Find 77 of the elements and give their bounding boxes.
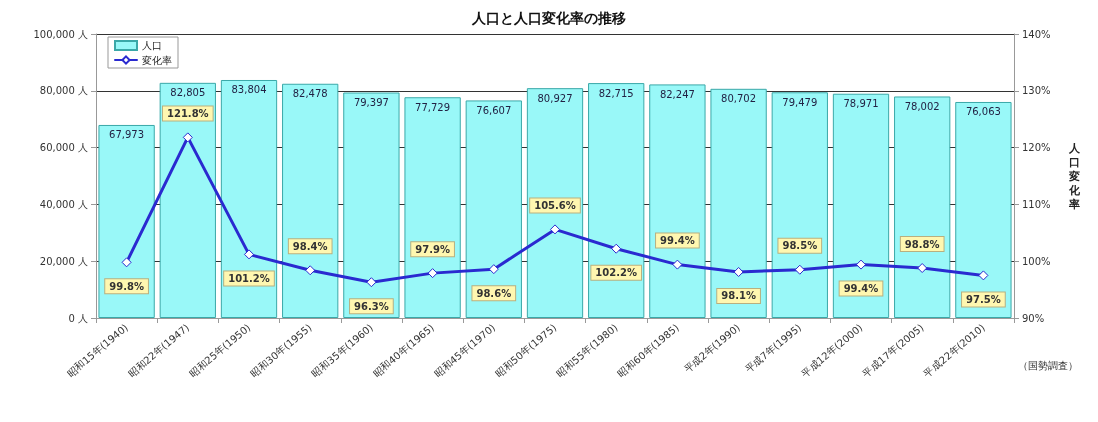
point xyxy=(978,270,989,281)
point xyxy=(550,224,560,235)
point xyxy=(244,249,254,260)
bar xyxy=(894,96,951,318)
data-label: 82,478 xyxy=(292,88,328,100)
data-label: 67,973 xyxy=(109,129,145,141)
bar xyxy=(404,97,461,318)
point xyxy=(488,264,499,275)
bar xyxy=(465,100,522,318)
y-tick-label: 80,000 人 xyxy=(39,85,88,97)
data-label: 78,002 xyxy=(904,100,940,112)
data-label: 99.8% xyxy=(109,280,144,292)
y2-tick-label: 100% xyxy=(1022,255,1051,267)
data-label: 78,971 xyxy=(843,98,879,110)
y2-tick-label: 140% xyxy=(1022,28,1051,40)
legend-label: 変化率 xyxy=(142,54,172,66)
data-label: 101.2% xyxy=(228,272,270,284)
point xyxy=(121,257,132,268)
data-label: 98.8% xyxy=(904,238,940,250)
y2-tick-label: 110% xyxy=(1022,198,1051,210)
y2-tick-label: 90% xyxy=(1022,312,1045,324)
data-label: 82,715 xyxy=(598,87,634,99)
data-label: 76,063 xyxy=(965,106,1001,118)
data-label: 98.5% xyxy=(782,240,818,252)
y-tick-label: 0 人 xyxy=(68,312,88,324)
data-label: 79,397 xyxy=(353,97,389,109)
data-label: 98.1% xyxy=(721,290,756,302)
data-label: 80,927 xyxy=(537,92,573,104)
point xyxy=(733,266,744,277)
point xyxy=(672,259,683,270)
point xyxy=(794,264,805,275)
point xyxy=(611,243,622,254)
data-label: 105.6% xyxy=(534,199,576,211)
data-label: 97.9% xyxy=(415,243,450,255)
point xyxy=(366,277,377,288)
y-tick-label: 40,000 人 xyxy=(39,198,88,210)
data-label: 80,702 xyxy=(721,93,757,105)
data-label: 77,729 xyxy=(415,101,451,113)
legend-label: 人口 xyxy=(142,40,162,51)
bar xyxy=(832,93,890,318)
y-tick-label: 20,000 人 xyxy=(39,255,88,267)
data-label: 82,247 xyxy=(659,88,695,100)
bar xyxy=(649,84,706,318)
data-label: 76,607 xyxy=(476,104,512,116)
data-label: 99.4% xyxy=(843,283,879,295)
data-label: 79,479 xyxy=(782,96,818,108)
bar xyxy=(282,83,339,318)
bar xyxy=(343,92,400,318)
y-tick-label: 100,000 人 xyxy=(33,28,88,40)
bar xyxy=(98,124,155,318)
point xyxy=(917,263,928,274)
bar xyxy=(955,101,1012,318)
point xyxy=(427,268,438,279)
data-label: 98.6% xyxy=(476,287,512,299)
bar xyxy=(526,88,584,318)
data-label: 96.3% xyxy=(354,300,389,312)
chart-title: 人口と人口変化率の推移 xyxy=(471,10,626,26)
data-label: 97.5% xyxy=(966,293,1001,305)
bar xyxy=(588,83,645,318)
bar xyxy=(159,82,216,318)
data-label: 99.4% xyxy=(660,235,695,247)
bar xyxy=(771,92,828,318)
data-label: 82,805 xyxy=(170,87,206,99)
point xyxy=(182,132,193,143)
y2-axis-title: 人口変化率 xyxy=(1068,141,1081,211)
point xyxy=(856,259,866,270)
y-tick-label: 60,000 人 xyxy=(39,142,88,154)
y2-tick-label: 120% xyxy=(1022,142,1051,154)
point xyxy=(305,265,316,276)
data-label: 98.4% xyxy=(292,240,328,252)
data-label: 121.8% xyxy=(166,107,209,119)
bar xyxy=(220,80,278,318)
bar xyxy=(710,88,767,318)
data-label: 102.2% xyxy=(595,267,638,279)
data-label: 83,804 xyxy=(231,84,267,96)
y2-tick-label: 130% xyxy=(1022,85,1051,97)
text: （国勢調査） xyxy=(1018,359,1078,371)
